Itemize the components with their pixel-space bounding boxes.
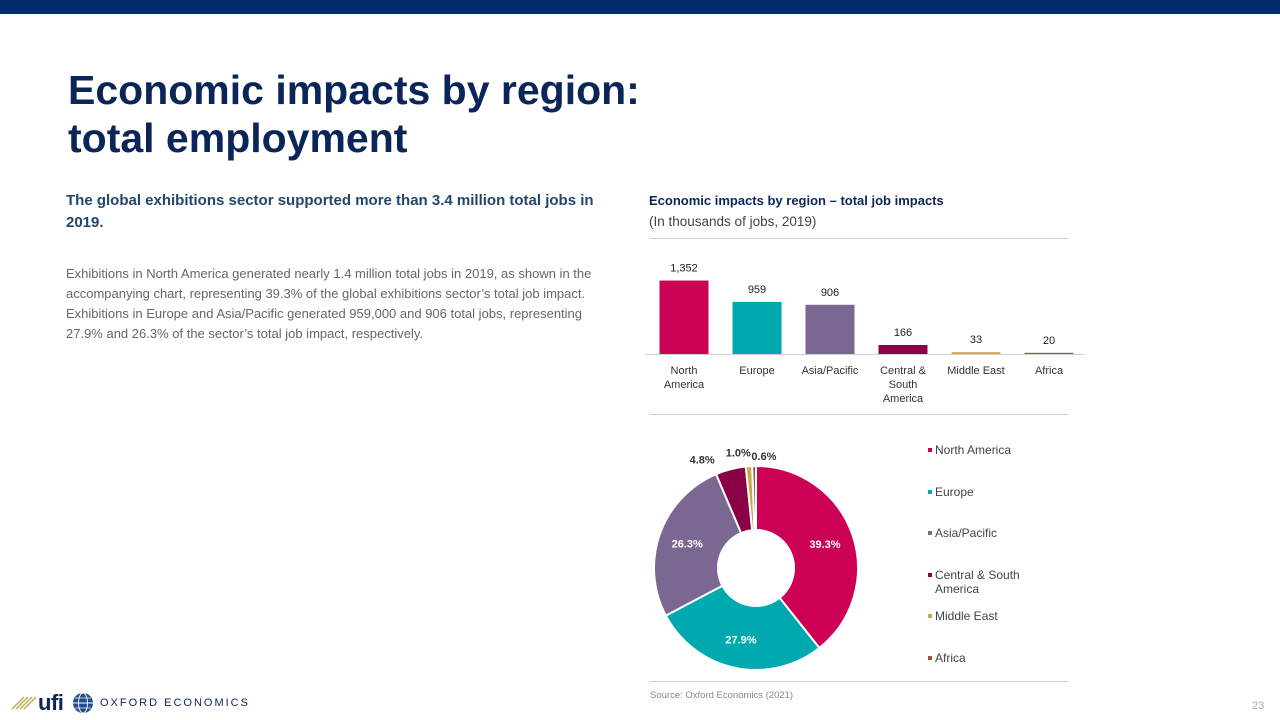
bar-value-label-central-south-america: 166	[894, 327, 912, 339]
bar-value-label-africa: 20	[1043, 335, 1055, 347]
donut-legend: North America Europe Asia/Pacific Central &…	[928, 443, 1078, 692]
top-accent-bar	[0, 0, 1280, 14]
donut-label-central-south-america: 4.8%	[690, 455, 715, 467]
legend-item-africa: Africa	[928, 651, 1078, 693]
title-line-2: total employment	[68, 115, 408, 161]
donut-chart: 39.3% 27.9% 26.3% 4.8% 1.0% 0.6%	[653, 447, 859, 671]
legend-swatch-europe	[928, 489, 932, 494]
bar-europe	[732, 301, 782, 354]
chart-subtitle: (In thousands of jobs, 2019)	[649, 214, 817, 229]
donut-slice-north-america	[755, 464, 859, 650]
legend-swatch-central-south-america	[928, 572, 932, 577]
donut-label-asia-pacific: 26.3%	[672, 539, 703, 551]
source-divider	[649, 681, 1069, 682]
bar-category-label-europe: Europe	[739, 365, 774, 377]
bar-category-label-asia-pacific: Asia/Pacific	[802, 365, 859, 377]
legend-label-north-america: North America	[935, 443, 1012, 457]
ufi-mark-icon	[11, 696, 36, 710]
chart-header-divider	[649, 238, 1069, 239]
source-note: Source: Oxford Economics (2021)	[650, 690, 794, 701]
legend-swatch-africa	[928, 655, 932, 660]
donut-label-europe: 27.9%	[725, 634, 756, 646]
bar-chart: 1,352 North America 959 Europe 906 Asia/Pacifi…	[645, 263, 1085, 405]
chart-divider	[649, 414, 1069, 415]
bar-north-america	[659, 280, 709, 354]
donut-slice-africa	[751, 464, 757, 532]
donut-label-middle-east: 1.0%	[726, 447, 751, 459]
bar-category-label-middle-east: Middle East	[947, 365, 1004, 377]
donut-slice-europe	[664, 584, 821, 671]
legend-swatch-asia-pacific	[928, 531, 932, 535]
donut-slice-asia-pacific	[653, 472, 743, 617]
section-subtitle: The global exhibitions sector supported …	[66, 192, 594, 231]
bar-category-label-africa: Africa	[1035, 365, 1064, 377]
legend-label-middle-east: Middle East	[935, 609, 998, 623]
bar-value-label-north-america: 1,352	[670, 263, 698, 275]
bar-value-label-asia-pacific: 906	[821, 287, 839, 299]
chart-title: Economic impacts by region – total job i…	[649, 193, 944, 208]
globe-icon	[73, 692, 93, 714]
legend-label-africa: Africa	[935, 650, 966, 665]
ufi-logo-text: ufi	[38, 690, 64, 715]
legend-item-central-south-america: Central & South America	[928, 568, 1078, 610]
body-paragraph: Exhibitions in North America generated n…	[66, 266, 592, 341]
legend-item-europe: Europe	[928, 485, 1078, 527]
bar-value-label-europe: 959	[748, 284, 766, 296]
legend-item-asia-pacific: Asia/Pacific	[928, 526, 1078, 568]
legend-item-north-america: North America	[928, 443, 1078, 485]
ufi-logo: ufi	[10, 690, 64, 716]
donut-label-north-america: 39.3%	[809, 539, 840, 551]
title-line-1: Economic impacts by region:	[68, 67, 640, 113]
legend-item-middle-east: Middle East	[928, 609, 1078, 651]
bar-central-south-america	[878, 344, 928, 354]
oxford-logo-text: OXFORD ECONOMICS	[100, 697, 250, 709]
bar-category-label-north-america: North America	[664, 365, 705, 391]
donut-label-africa: 0.6%	[751, 451, 776, 463]
legend-label-central-south-america: Central & South America	[935, 567, 1020, 596]
bar-middle-east	[951, 352, 1001, 354]
legend-swatch-middle-east	[928, 614, 932, 618]
legend-label-europe: Europe	[935, 484, 974, 499]
bar-category-label-central-south-america: Central & South America	[880, 365, 927, 405]
page-title: Economic impacts by region: total employ…	[68, 66, 708, 162]
legend-swatch-north-america	[928, 448, 932, 452]
legend-label-asia-pacific: Asia/Pacific	[935, 526, 998, 540]
bar-africa	[1024, 352, 1074, 354]
bar-value-label-middle-east: 33	[970, 334, 982, 346]
bar-asia-pacific	[805, 304, 855, 354]
oxford-economics-logo: OXFORD ECONOMICS	[72, 692, 250, 714]
page-number: 23	[1252, 700, 1265, 712]
